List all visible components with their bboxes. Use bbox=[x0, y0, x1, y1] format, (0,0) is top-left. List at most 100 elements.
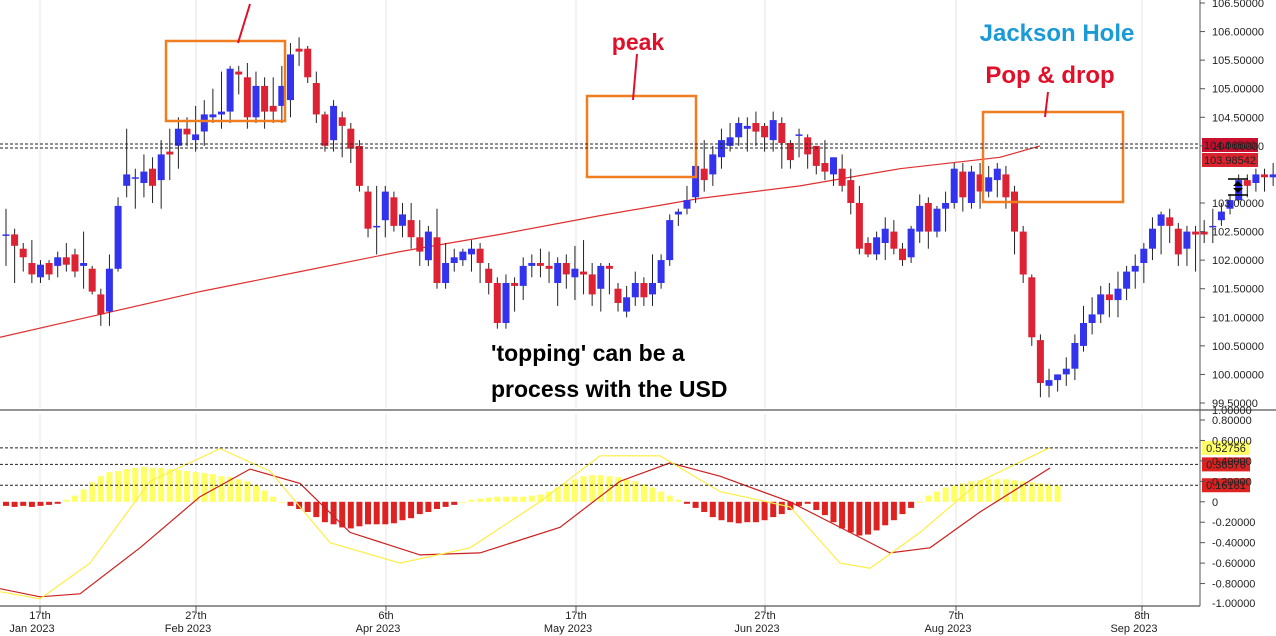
candle-bull bbox=[1062, 368, 1070, 375]
x-tick-day: 6th bbox=[378, 610, 393, 622]
candle-bull bbox=[735, 123, 743, 138]
candle-bull bbox=[1269, 174, 1276, 178]
histogram-bar bbox=[709, 501, 716, 518]
candle-bull bbox=[631, 283, 639, 298]
candle-bull bbox=[1183, 231, 1191, 249]
candle-bull bbox=[1140, 248, 1148, 263]
candle-bear bbox=[1192, 231, 1200, 235]
candle-bull bbox=[907, 228, 915, 258]
moving-average-line bbox=[0, 145, 1041, 338]
x-tick-month: Jun 2023 bbox=[734, 623, 779, 635]
price-tick-label: 105.50000 bbox=[1212, 55, 1264, 67]
histogram-bar bbox=[770, 501, 777, 518]
candle-bear bbox=[761, 125, 769, 138]
candle-bull bbox=[450, 257, 458, 263]
candle-bull bbox=[131, 177, 139, 179]
candle-bear bbox=[580, 271, 587, 275]
candle-bear bbox=[752, 123, 760, 132]
histogram-bar bbox=[408, 501, 415, 519]
histogram-bar bbox=[97, 476, 104, 502]
osc-tick-label: -1.00000 bbox=[1212, 598, 1255, 610]
candle-bull bbox=[718, 140, 725, 158]
price-tick-label: 105.00000 bbox=[1212, 84, 1264, 96]
candle-bear bbox=[243, 77, 251, 118]
histogram-bar bbox=[373, 501, 380, 525]
histogram-bar bbox=[959, 483, 966, 502]
pop-drop-label: Pop & drop bbox=[985, 62, 1114, 89]
histogram-bar bbox=[985, 479, 992, 502]
histogram-bar bbox=[425, 501, 432, 512]
oscillator-panel: 0.52756 0.36576 0.16181 bbox=[0, 440, 1250, 600]
candle-bull bbox=[174, 128, 182, 146]
candle-bear bbox=[312, 83, 320, 115]
candle-bull bbox=[743, 125, 751, 129]
candle-bull bbox=[554, 263, 562, 283]
price-grid bbox=[0, 0, 1276, 607]
histogram-bar bbox=[1046, 484, 1052, 502]
histogram-bar bbox=[916, 501, 923, 503]
candle-bear bbox=[304, 48, 312, 78]
candle-bull bbox=[502, 283, 510, 323]
candle-bull bbox=[683, 200, 691, 209]
histogram-bar bbox=[416, 501, 423, 515]
histogram-bar bbox=[571, 479, 578, 502]
candle-bear bbox=[269, 105, 277, 112]
peak-label: peak bbox=[612, 29, 665, 55]
candle-bull bbox=[649, 283, 656, 295]
histogram-bar bbox=[365, 501, 371, 525]
oscillator-axis: -1.00000 -0.80000 -0.60000 -0.40000 -0.20000… bbox=[1200, 405, 1255, 610]
histogram-bar bbox=[597, 475, 604, 502]
candle-bear bbox=[364, 191, 372, 229]
histogram-bar bbox=[166, 469, 173, 502]
histogram-bar bbox=[37, 501, 44, 506]
candle-bull bbox=[1252, 174, 1260, 183]
candle-bull bbox=[218, 111, 225, 115]
histogram-bar bbox=[882, 501, 889, 526]
histogram-bar bbox=[227, 477, 234, 502]
histogram-bar bbox=[459, 501, 466, 503]
signal-line bbox=[0, 462, 1051, 598]
candle-bear bbox=[536, 263, 544, 266]
histogram-bar bbox=[347, 501, 354, 529]
candle-bear bbox=[864, 243, 872, 255]
histogram-bar bbox=[968, 481, 975, 502]
histogram-bar bbox=[658, 491, 665, 502]
candle-bear bbox=[812, 145, 820, 166]
histogram-bar bbox=[899, 501, 906, 515]
candle-bear bbox=[804, 137, 812, 155]
histogram-bar bbox=[847, 501, 854, 533]
histogram-bar bbox=[330, 501, 337, 525]
candle-bull bbox=[967, 171, 975, 203]
candle-bear bbox=[338, 117, 346, 126]
histogram-bar bbox=[89, 482, 96, 502]
candle-bear bbox=[1261, 174, 1268, 178]
histogram-bar bbox=[804, 501, 811, 504]
candle-bear bbox=[295, 48, 303, 52]
histogram-bar bbox=[3, 501, 9, 506]
candle-bull bbox=[442, 263, 450, 283]
histogram-bar bbox=[856, 501, 863, 536]
x-tick-day: 17th bbox=[565, 610, 586, 622]
candle-bear bbox=[959, 171, 967, 198]
price-tick-label: 106.50000 bbox=[1212, 0, 1264, 10]
x-tick-month: Aug 2023 bbox=[924, 623, 971, 635]
candle-bear bbox=[28, 263, 36, 275]
osc-tick-label: -0.40000 bbox=[1212, 538, 1255, 550]
histogram-bar bbox=[546, 491, 553, 502]
histogram-bar bbox=[209, 474, 216, 502]
histogram-bar bbox=[1002, 479, 1009, 502]
histogram-bar bbox=[442, 501, 449, 507]
candle-bear bbox=[347, 128, 355, 149]
price-label-bg bbox=[1202, 153, 1258, 167]
price-tick-label: 101.00000 bbox=[1212, 312, 1264, 324]
candle-bull bbox=[1149, 228, 1156, 249]
candle-bear bbox=[321, 114, 329, 146]
candle-bear bbox=[88, 268, 96, 292]
histogram-bar bbox=[356, 501, 363, 527]
scale-handle-icon[interactable] bbox=[1228, 178, 1248, 196]
histogram-bar bbox=[1028, 482, 1035, 502]
candle-bull bbox=[1123, 271, 1131, 289]
candle-bull bbox=[942, 203, 950, 209]
candle-bear bbox=[390, 197, 398, 226]
